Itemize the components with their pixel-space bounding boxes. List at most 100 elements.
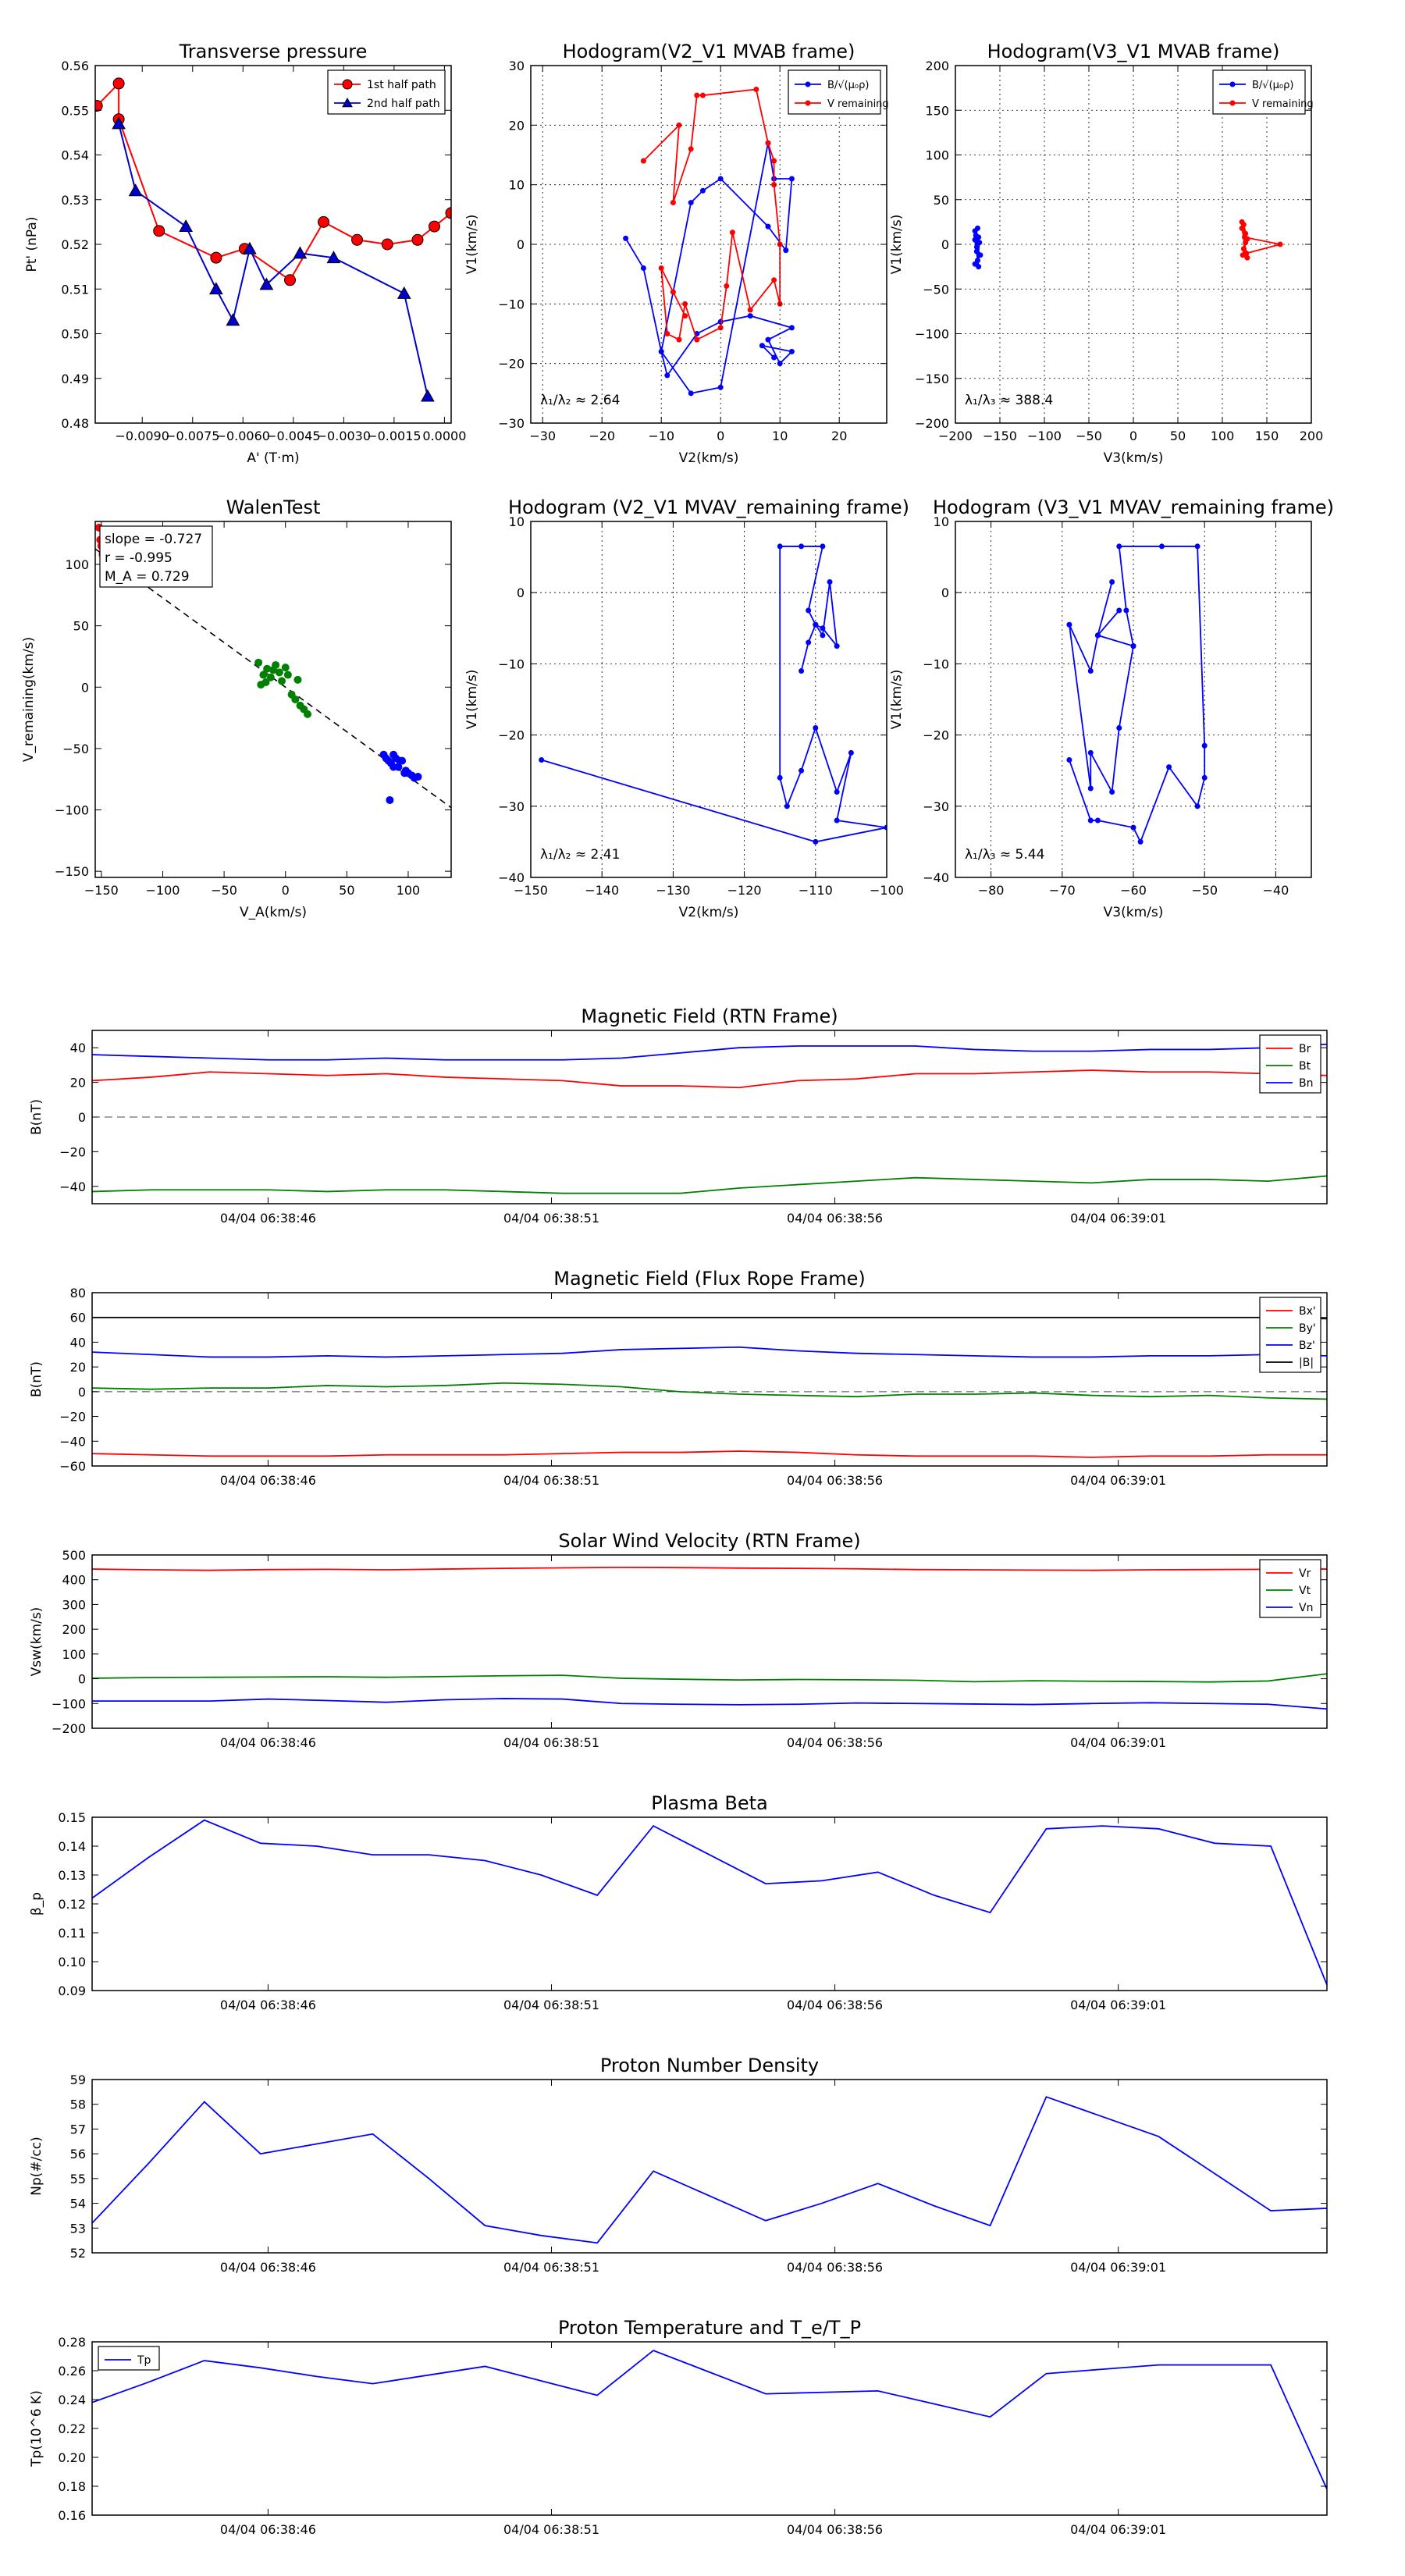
data-point bbox=[640, 265, 646, 272]
y-tick-label: −30 bbox=[923, 799, 949, 814]
plot-frame bbox=[955, 65, 1312, 424]
series-line-Vr bbox=[92, 1566, 1327, 1571]
chart-title: Magnetic Field (Flux Rope Frame) bbox=[553, 1268, 865, 1290]
data-point bbox=[884, 824, 887, 831]
x-axis-label: V2(km/s) bbox=[679, 905, 739, 920]
data-point bbox=[1201, 774, 1208, 781]
x-tick-label: −20 bbox=[589, 429, 615, 443]
data-point bbox=[1240, 252, 1246, 258]
ratio-annotation: λ₁/λ₂ ≈ 2.41 bbox=[540, 847, 620, 863]
stats-box bbox=[99, 525, 213, 588]
legend-label: V remaining bbox=[1252, 98, 1314, 110]
data-point-center bbox=[259, 671, 268, 679]
x-tick-label: 20 bbox=[831, 429, 847, 443]
time-tick-label: 04/04 06:38:46 bbox=[220, 2522, 316, 2537]
time-tick-label: 04/04 06:38:46 bbox=[220, 1735, 316, 1750]
y-tick-label: −20 bbox=[59, 1144, 86, 1159]
data-point bbox=[848, 749, 854, 756]
x-axis-label: V3(km/s) bbox=[1104, 905, 1164, 920]
data-point bbox=[717, 325, 724, 331]
y-axis-label: Tp(10^6 K) bbox=[29, 2390, 44, 2467]
y-tick-label: 0.50 bbox=[61, 327, 89, 342]
legend: B/√(μ₀ρ) V remaining bbox=[1212, 69, 1314, 115]
data-point bbox=[699, 92, 706, 98]
x-tick-label: 100 bbox=[397, 883, 421, 898]
series-line bbox=[118, 123, 429, 397]
data-point bbox=[342, 79, 353, 90]
legend-box bbox=[1212, 69, 1306, 115]
stats-line: M_A = 0.729 bbox=[105, 569, 190, 585]
data-layer bbox=[95, 523, 451, 809]
chart-panel-hodo1: −30 −20 −10 0 10 20 30 −30 −20 −10 0 10 20 Hodogram(V… bbox=[464, 41, 889, 466]
plot-frame bbox=[530, 65, 887, 424]
data-point bbox=[688, 390, 694, 397]
x-axis-label: V2(km/s) bbox=[679, 450, 739, 466]
x-tick-label: −50 bbox=[211, 883, 237, 898]
chart-panel-beta: 0.09 0.10 0.11 0.12 0.13 0.14 0.15 Plasma Beta β… bbox=[29, 1792, 1328, 2012]
data-layer bbox=[92, 1043, 1327, 1194]
data-point bbox=[1137, 838, 1144, 845]
data-point-center bbox=[283, 671, 292, 679]
data-point bbox=[976, 240, 983, 246]
data-layer bbox=[92, 1819, 1327, 1985]
x-tick-label: 200 bbox=[1300, 429, 1324, 443]
x-tick-label: −30 bbox=[529, 429, 556, 443]
data-point-center bbox=[263, 664, 272, 673]
time-tick-label: 04/04 06:38:51 bbox=[503, 1735, 599, 1750]
series-line-Tp bbox=[92, 2350, 1327, 2490]
y-axis-label: Vsw(km/s) bbox=[29, 1607, 44, 1677]
x-tick-label: 100 bbox=[1211, 429, 1235, 443]
data-point bbox=[765, 223, 771, 229]
x-tick-label: −150 bbox=[983, 429, 1017, 443]
y-tick-label: 0.56 bbox=[61, 59, 89, 73]
legend-label: Bx' bbox=[1299, 1305, 1316, 1318]
y-tick-label: 0.28 bbox=[58, 2335, 86, 2350]
data-point bbox=[1130, 643, 1136, 649]
data-point bbox=[1116, 543, 1122, 550]
x-tick-label: −150 bbox=[84, 883, 119, 898]
legend-box bbox=[98, 2346, 160, 2371]
data-point bbox=[259, 277, 274, 290]
series-line-Np bbox=[92, 2096, 1327, 2244]
y-tick-label: 400 bbox=[62, 1573, 86, 1588]
data-point bbox=[153, 225, 165, 237]
data-point bbox=[729, 229, 735, 236]
data-point bbox=[975, 225, 980, 231]
y-tick-label: −50 bbox=[62, 742, 89, 756]
chart-title: Proton Number Density bbox=[600, 2055, 819, 2076]
data-point bbox=[1240, 246, 1247, 252]
data-point bbox=[676, 336, 682, 343]
x-tick-label: −60 bbox=[1120, 883, 1147, 898]
data-point bbox=[765, 140, 771, 146]
y-tick-label: −40 bbox=[59, 1179, 86, 1194]
y-tick-label: 54 bbox=[70, 2197, 86, 2211]
data-layer bbox=[92, 1566, 1327, 1710]
data-point-center bbox=[291, 696, 300, 703]
y-tick-label: 0 bbox=[78, 1110, 86, 1125]
time-tick-label: 04/04 06:38:46 bbox=[220, 1211, 316, 1226]
x-axis-label: V_A(km/s) bbox=[240, 905, 307, 920]
legend-label: Vt bbox=[1299, 1585, 1311, 1597]
data-point bbox=[318, 215, 330, 228]
data-point bbox=[973, 233, 979, 239]
y-tick-label: 0.14 bbox=[58, 1839, 86, 1854]
data-point bbox=[1244, 254, 1250, 261]
data-point bbox=[351, 233, 364, 246]
y-tick-label: −20 bbox=[498, 357, 525, 372]
time-tick-label: 04/04 06:38:46 bbox=[220, 2260, 316, 2275]
legend-box bbox=[788, 69, 881, 115]
plot-frame bbox=[94, 65, 452, 424]
data-point bbox=[210, 251, 222, 264]
x-tick-label: 0 bbox=[282, 883, 290, 898]
series-line-Bz- bbox=[92, 1346, 1327, 1358]
y-tick-label: 0.15 bbox=[58, 1810, 86, 1825]
data-point bbox=[813, 838, 819, 845]
plot-frame bbox=[91, 1292, 1328, 1467]
data-layer bbox=[972, 219, 1283, 270]
data-point bbox=[753, 87, 759, 93]
chart-title: Proton Temperature and T_e/T_P bbox=[558, 2317, 861, 2339]
data-point-trailing bbox=[389, 763, 398, 771]
series-line-Bx- bbox=[92, 1450, 1327, 1458]
data-point bbox=[799, 767, 805, 774]
